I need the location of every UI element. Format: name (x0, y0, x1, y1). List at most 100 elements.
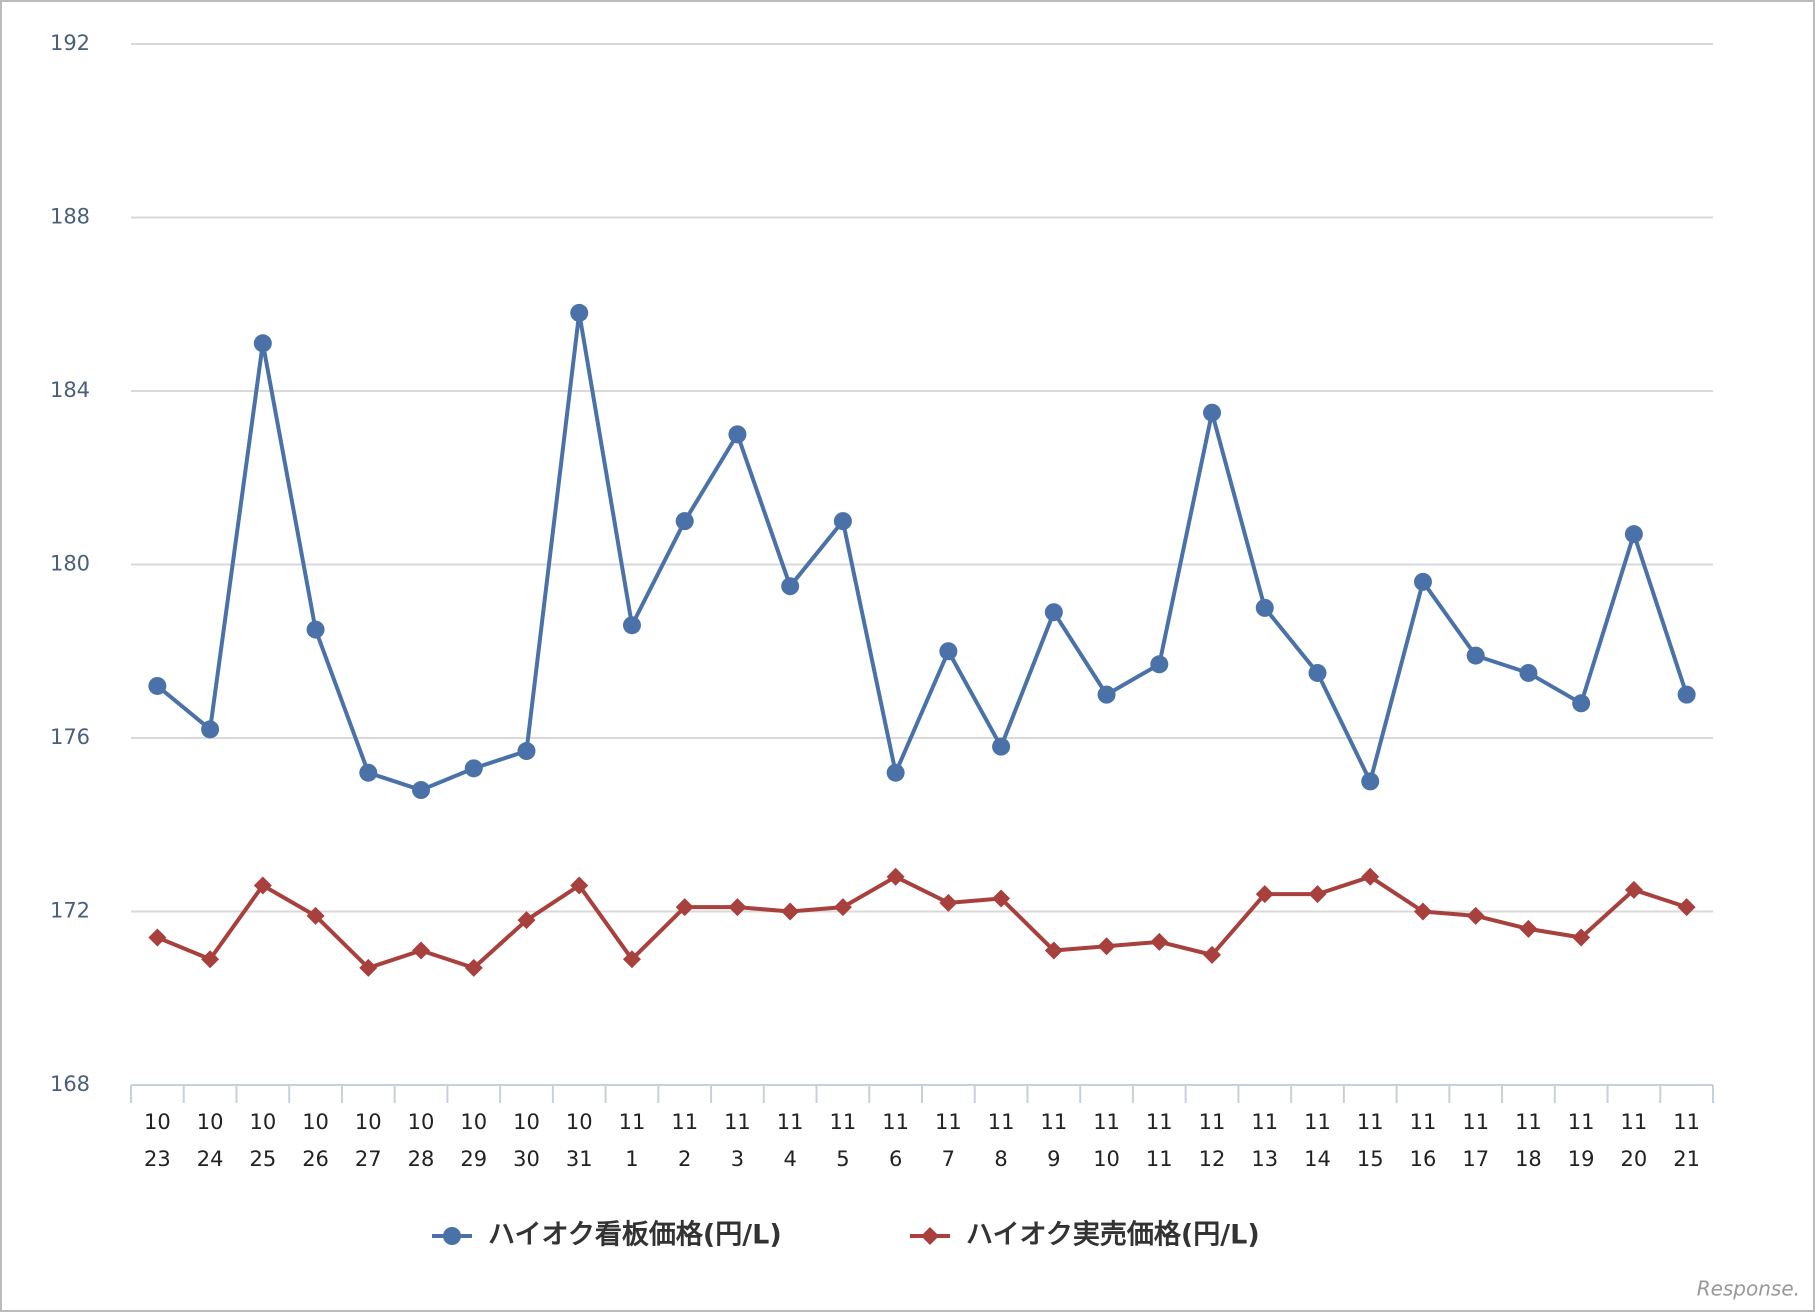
point (1097, 937, 1116, 956)
x-tick-label: 24 (197, 1147, 224, 1171)
point (1413, 572, 1432, 591)
x-tick-label: 13 (1251, 1147, 1278, 1171)
point (833, 512, 852, 531)
x-tick-label: 10 (566, 1110, 593, 1134)
x-tick-label: 11 (724, 1110, 751, 1134)
x-tick-label: 15 (1357, 1147, 1384, 1171)
series-line (156, 874, 1688, 970)
x-tick-label: 26 (302, 1147, 329, 1171)
point (306, 906, 325, 925)
point (886, 763, 905, 782)
x-tick-label: 11 (1462, 1110, 1489, 1134)
x-tick-label: 11 (1621, 1110, 1648, 1134)
x-tick-label: 10 (197, 1110, 224, 1134)
point (921, 1227, 939, 1245)
x-tick-label: 11 (830, 1110, 857, 1134)
point (570, 303, 589, 322)
point (253, 876, 272, 895)
point (443, 1227, 461, 1245)
point (992, 737, 1011, 756)
x-tick-label: 12 (1199, 1147, 1226, 1171)
y-tick-label: 184 (50, 378, 90, 402)
x-tick-label: 30 (513, 1147, 540, 1171)
y-tick-label: 180 (50, 552, 90, 576)
point (1519, 919, 1538, 938)
x-tick-label: 10 (408, 1110, 435, 1134)
x-tick-label: 11 (1146, 1147, 1173, 1171)
x-tick-label: 23 (144, 1147, 171, 1171)
point (1361, 772, 1380, 791)
x-tick-label: 16 (1410, 1147, 1437, 1171)
x-tick-label: 6 (889, 1147, 902, 1171)
point (1572, 694, 1591, 713)
point (992, 889, 1011, 908)
watermark: Response. (1697, 1277, 1800, 1301)
x-tick-label: 3 (731, 1147, 744, 1171)
point (1624, 880, 1643, 899)
x-tick-label: 29 (460, 1147, 487, 1171)
x-tick-label: 11 (1357, 1110, 1384, 1134)
point (517, 742, 536, 761)
point (1624, 525, 1643, 544)
x-tick-label: 11 (935, 1110, 962, 1134)
point (1308, 885, 1327, 904)
point (1466, 646, 1485, 665)
point (517, 911, 536, 930)
point (886, 867, 905, 886)
x-tick-label: 11 (1251, 1110, 1278, 1134)
point (1361, 867, 1380, 886)
point (464, 759, 483, 778)
x-tick-label: 21 (1673, 1147, 1700, 1171)
point (201, 720, 220, 739)
x-tick-label: 1 (625, 1147, 638, 1171)
x-tick-label: 11 (671, 1110, 698, 1134)
x-tick-label: 11 (777, 1110, 804, 1134)
x-tick-label: 10 (302, 1110, 329, 1134)
point (675, 898, 694, 917)
x-tick-label: 9 (1047, 1147, 1060, 1171)
x-tick-label: 11 (619, 1110, 646, 1134)
x-tick-label: 4 (783, 1147, 796, 1171)
y-tick-label: 192 (50, 31, 90, 55)
point (148, 676, 167, 695)
point (253, 334, 272, 353)
x-tick-label: 8 (994, 1147, 1007, 1171)
x-tick-label: 11 (1304, 1110, 1331, 1134)
point (570, 876, 589, 895)
point (412, 781, 431, 800)
point (1097, 685, 1116, 704)
point (781, 577, 800, 596)
point (148, 928, 167, 947)
point (622, 616, 641, 635)
point (412, 941, 431, 960)
x-tick-label: 25 (249, 1147, 276, 1171)
point (1203, 403, 1222, 422)
point (1255, 885, 1274, 904)
x-tick-label: 20 (1621, 1147, 1648, 1171)
point (728, 898, 747, 917)
point (1255, 598, 1274, 617)
y-tick-label: 172 (50, 899, 90, 923)
point (1677, 898, 1696, 917)
point (1150, 655, 1169, 674)
point (1044, 603, 1063, 622)
point (622, 950, 641, 969)
x-tick-label: 11 (1199, 1110, 1226, 1134)
point (1308, 663, 1327, 682)
x-tick-label: 10 (513, 1110, 540, 1134)
point (675, 512, 694, 531)
point (1519, 663, 1538, 682)
x-tick-label: 14 (1304, 1147, 1331, 1171)
y-tick-label: 168 (50, 1072, 90, 1096)
point (833, 898, 852, 917)
point (939, 642, 958, 661)
point (359, 958, 378, 977)
point (1466, 906, 1485, 925)
point (728, 425, 747, 444)
point (1677, 685, 1696, 704)
point (1413, 902, 1432, 921)
x-tick-label: 2 (678, 1147, 691, 1171)
x-tick-label: 5 (836, 1147, 849, 1171)
x-tick-label: 7 (942, 1147, 955, 1171)
